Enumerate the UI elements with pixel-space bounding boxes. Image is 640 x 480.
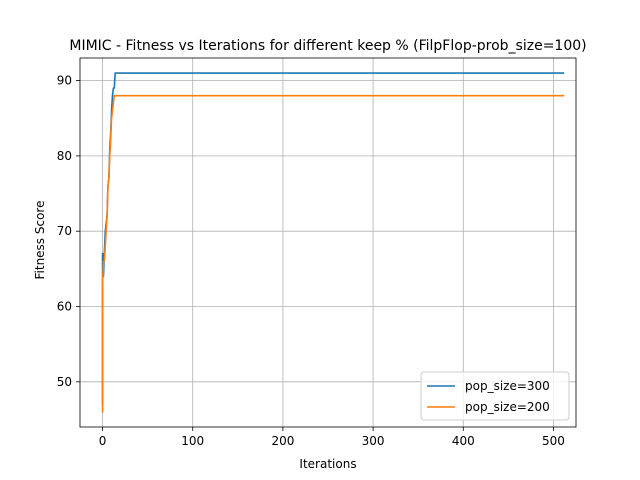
legend-box (420, 371, 570, 421)
y-tick-label: 50 (57, 375, 72, 389)
legend-label-2: pop_size=200 (465, 400, 550, 414)
y-tick-label: 60 (57, 300, 72, 314)
x-tick-label: 300 (362, 434, 385, 448)
chart-title: MIMIC - Fitness vs Iterations for differ… (69, 38, 586, 54)
legend-label-1: pop_size=300 (465, 379, 550, 393)
y-tick-label: 90 (57, 74, 72, 88)
y-tick-label: 80 (57, 149, 72, 163)
series-line-2 (101, 94, 565, 413)
x-axis-label: Iterations (299, 457, 356, 471)
x-tick-label: 100 (181, 434, 204, 448)
y-tick-label: 70 (57, 224, 72, 238)
x-tick-label: 200 (271, 434, 294, 448)
x-tick-label: 400 (452, 434, 475, 448)
plot-area (80, 58, 576, 427)
y-axis-label: Fitness Score (33, 201, 47, 280)
x-tick-label: 0 (99, 434, 107, 448)
x-tick-label: 500 (542, 434, 565, 448)
plot-frame (79, 57, 577, 428)
